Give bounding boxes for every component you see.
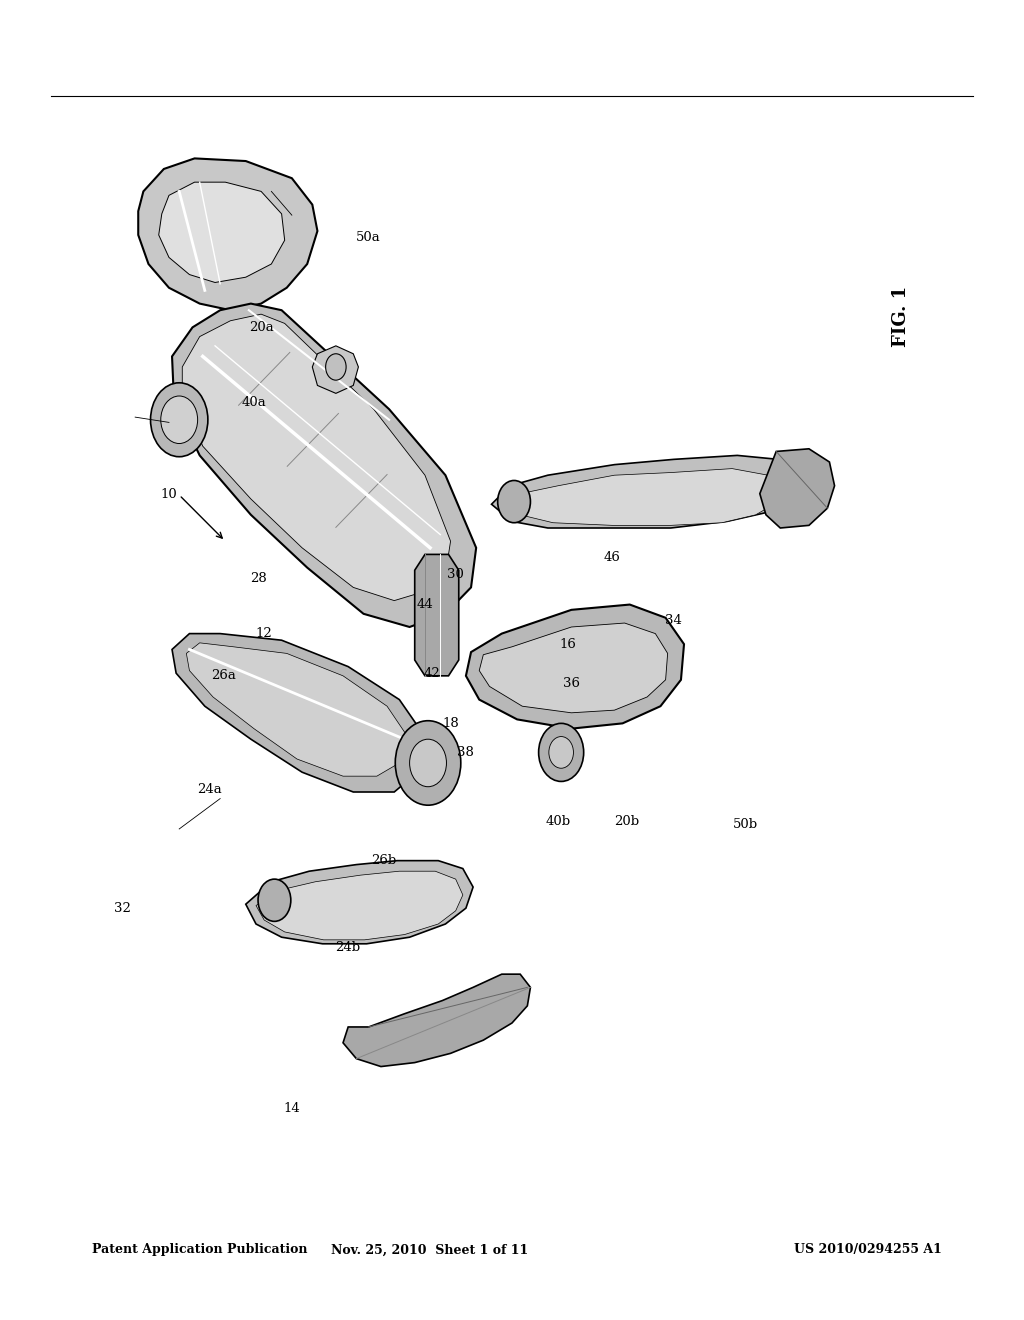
Text: 36: 36 [563, 677, 580, 690]
Text: 10: 10 [161, 488, 177, 502]
Text: US 2010/0294255 A1: US 2010/0294255 A1 [795, 1243, 942, 1257]
Polygon shape [246, 861, 473, 944]
Polygon shape [343, 974, 530, 1067]
Text: Nov. 25, 2010  Sheet 1 of 11: Nov. 25, 2010 Sheet 1 of 11 [332, 1243, 528, 1257]
Text: 40b: 40b [546, 814, 570, 828]
Text: 12: 12 [256, 627, 272, 640]
Circle shape [151, 383, 208, 457]
Circle shape [549, 737, 573, 768]
Text: 16: 16 [560, 638, 577, 651]
Circle shape [410, 739, 446, 787]
Polygon shape [172, 304, 476, 627]
Text: 34: 34 [666, 614, 682, 627]
Text: 42: 42 [424, 667, 440, 680]
Polygon shape [760, 449, 835, 528]
Circle shape [161, 396, 198, 444]
Text: 50b: 50b [733, 818, 758, 832]
Polygon shape [466, 605, 684, 729]
Text: 26b: 26b [372, 854, 396, 867]
Polygon shape [504, 469, 780, 525]
Polygon shape [256, 871, 463, 940]
Polygon shape [312, 346, 358, 393]
Text: 30: 30 [447, 568, 464, 581]
Polygon shape [138, 158, 317, 310]
Text: 44: 44 [417, 598, 433, 611]
Text: 32: 32 [115, 902, 131, 915]
Text: 40a: 40a [242, 396, 266, 409]
Polygon shape [479, 623, 668, 713]
Circle shape [498, 480, 530, 523]
Text: 26a: 26a [211, 669, 236, 682]
Polygon shape [492, 455, 797, 528]
Text: 24a: 24a [198, 783, 222, 796]
Circle shape [395, 721, 461, 805]
Text: 28: 28 [250, 572, 266, 585]
Circle shape [258, 879, 291, 921]
Text: Patent Application Publication: Patent Application Publication [92, 1243, 307, 1257]
Text: 24b: 24b [336, 941, 360, 954]
Polygon shape [182, 314, 451, 601]
Text: 46: 46 [604, 550, 621, 564]
Text: 14: 14 [284, 1102, 300, 1115]
Text: 50a: 50a [356, 231, 381, 244]
Text: 20a: 20a [249, 321, 273, 334]
Circle shape [539, 723, 584, 781]
Text: FIG. 1: FIG. 1 [892, 286, 910, 347]
Polygon shape [415, 554, 459, 676]
Polygon shape [159, 182, 285, 282]
Text: 18: 18 [442, 717, 459, 730]
Circle shape [326, 354, 346, 380]
Polygon shape [172, 634, 425, 792]
Text: 38: 38 [458, 746, 474, 759]
Polygon shape [186, 643, 408, 776]
Text: 20b: 20b [614, 814, 639, 828]
